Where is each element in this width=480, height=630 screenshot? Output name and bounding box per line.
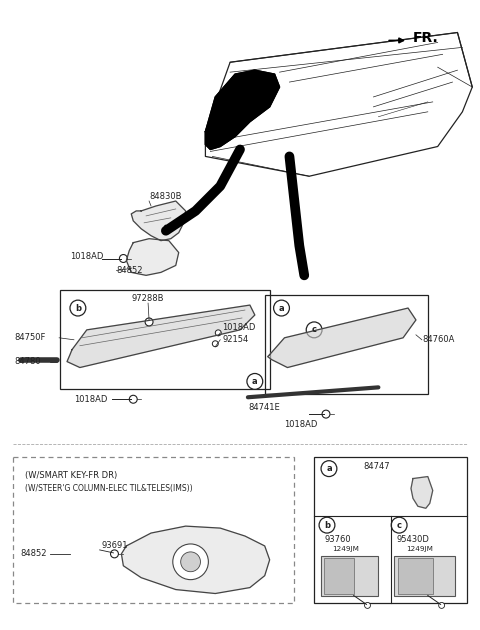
Bar <box>398 558 433 593</box>
Text: 84852: 84852 <box>117 266 143 275</box>
Text: 84780: 84780 <box>14 357 41 366</box>
Text: a: a <box>279 304 284 312</box>
Text: 1018AD: 1018AD <box>70 252 103 261</box>
Text: 92154: 92154 <box>222 335 249 344</box>
Text: a: a <box>252 377 258 386</box>
Text: 84760A: 84760A <box>423 335 455 344</box>
Bar <box>394 556 456 595</box>
Circle shape <box>439 602 444 609</box>
Text: 84741E: 84741E <box>248 403 280 411</box>
Polygon shape <box>268 308 416 367</box>
Circle shape <box>247 374 263 389</box>
Text: 84747: 84747 <box>363 462 390 471</box>
Circle shape <box>120 255 127 263</box>
Circle shape <box>180 552 201 571</box>
Polygon shape <box>67 305 255 367</box>
Text: 95430D: 95430D <box>396 535 429 544</box>
Text: 84830B: 84830B <box>149 192 181 201</box>
Bar <box>321 556 378 595</box>
Bar <box>264 295 428 394</box>
Circle shape <box>391 517 407 533</box>
Circle shape <box>364 602 371 609</box>
Circle shape <box>145 318 153 326</box>
Text: 1249JM: 1249JM <box>406 546 433 552</box>
Text: 1249JM: 1249JM <box>332 546 359 552</box>
Bar <box>324 558 354 593</box>
Text: (W/SMART KEY-FR DR): (W/SMART KEY-FR DR) <box>24 471 117 479</box>
Text: b: b <box>75 304 81 312</box>
Text: 1018AD: 1018AD <box>285 420 318 428</box>
Text: 93760: 93760 <box>324 535 351 544</box>
Circle shape <box>216 330 221 336</box>
Text: 93691: 93691 <box>102 541 128 551</box>
Circle shape <box>306 322 322 338</box>
Text: b: b <box>324 520 330 530</box>
Text: 84852: 84852 <box>21 549 47 558</box>
Polygon shape <box>121 526 270 593</box>
Bar <box>60 290 270 389</box>
Circle shape <box>129 395 137 403</box>
Circle shape <box>321 461 337 476</box>
Text: (W/STEER'G COLUMN-ELEC TIL&TELES(IMS)): (W/STEER'G COLUMN-ELEC TIL&TELES(IMS)) <box>24 484 192 493</box>
Polygon shape <box>411 476 433 508</box>
Text: 1018AD: 1018AD <box>222 323 255 333</box>
Circle shape <box>274 300 289 316</box>
Text: FR.: FR. <box>413 30 439 45</box>
Circle shape <box>70 300 86 316</box>
Bar <box>314 457 468 604</box>
Text: c: c <box>312 325 317 335</box>
Polygon shape <box>126 239 179 275</box>
Text: a: a <box>326 464 332 473</box>
Text: 1018AD: 1018AD <box>74 395 108 404</box>
Circle shape <box>110 550 119 558</box>
Circle shape <box>319 517 335 533</box>
Text: 84750F: 84750F <box>14 333 46 342</box>
Circle shape <box>173 544 208 580</box>
Circle shape <box>322 410 330 418</box>
Polygon shape <box>131 201 186 241</box>
Polygon shape <box>205 70 279 149</box>
Text: 97288B: 97288B <box>131 294 164 302</box>
Text: c: c <box>396 520 402 530</box>
Circle shape <box>212 341 218 347</box>
